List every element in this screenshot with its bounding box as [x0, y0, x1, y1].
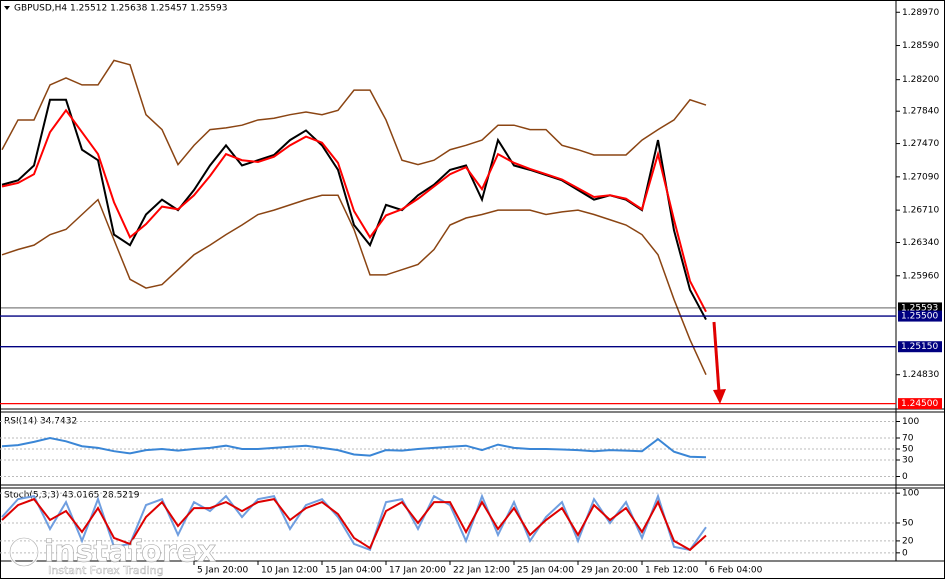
series-line	[1, 98, 707, 321]
arrow	[712, 321, 721, 393]
y-tick-label: 1.27470	[902, 139, 939, 149]
y-tick-label: 50	[902, 519, 914, 529]
y-tick-label: 1.24830	[902, 370, 939, 380]
y-tick-label: 1.27090	[902, 172, 939, 182]
y-tick-label: 1.26710	[902, 206, 939, 216]
series-line	[1, 59, 707, 166]
y-tick-label: 50	[902, 445, 914, 455]
watermark-tagline: Instant Forex Trading	[48, 564, 164, 577]
x-tick-label: 1 Feb 12:00	[645, 566, 699, 576]
y-tick-label: 100	[902, 417, 919, 427]
level-label-box	[898, 341, 942, 353]
y-tick-label: 30	[902, 456, 914, 466]
level-label-box	[898, 398, 942, 410]
y-tick-label: 1.28970	[902, 8, 939, 18]
series-line	[1, 436, 707, 459]
menu-triangle	[4, 6, 10, 10]
series-line	[1, 108, 707, 313]
x-tick-label: 10 Jan 12:00	[261, 566, 318, 576]
y-tick-label: 1.25960	[902, 271, 939, 281]
arrow-head	[713, 389, 726, 404]
level-label: 1.25593	[901, 303, 938, 313]
stoch-title: Stoch(5,3,3) 43.0165 28.5219	[4, 491, 140, 501]
y-tick-label: 100	[902, 489, 919, 499]
y-tick-label: 1.28590	[902, 41, 939, 51]
level-label: 1.24500	[901, 399, 938, 409]
y-tick-label: 1.27840	[902, 107, 939, 117]
level-label: 1.25500	[901, 312, 938, 322]
y-tick-label: 1.26340	[902, 238, 939, 248]
x-tick-label: 25 Jan 04:00	[517, 566, 574, 576]
y-tick-label: 1.28200	[902, 75, 939, 85]
level-label: 1.25150	[901, 342, 938, 352]
watermark-brand: instaforex	[44, 535, 216, 570]
chart-title: GBPUSD,H4 1.25512 1.25638 1.25457 1.2559…	[14, 4, 227, 14]
y-tick-label: 70	[902, 434, 914, 444]
series-line	[1, 497, 707, 552]
marks: 1.28970 1.28590 1.28200 1.27840 1.27470 1.270…	[0, 8, 942, 576]
y-tick-label: 20	[902, 536, 914, 546]
series-line	[1, 194, 707, 376]
x-tick-label: 5 Jan 20:00	[197, 566, 249, 576]
watermark: instaforex Instant Forex Trading	[8, 534, 217, 577]
x-tick-label: 6 Feb 04:00	[709, 566, 763, 576]
x-tick-label: 29 Jan 20:00	[581, 566, 638, 576]
y-tick-label: 0	[902, 548, 908, 558]
x-tick-label: 17 Jan 20:00	[389, 566, 446, 576]
level-label-box	[898, 302, 942, 314]
x-tick-label: 15 Jan 04:00	[325, 566, 382, 576]
watermark-logo	[9, 537, 39, 567]
y-tick-label: 0	[902, 472, 908, 482]
level-label-box	[898, 310, 942, 322]
x-tick-label: 22 Jan 12:00	[453, 566, 510, 576]
